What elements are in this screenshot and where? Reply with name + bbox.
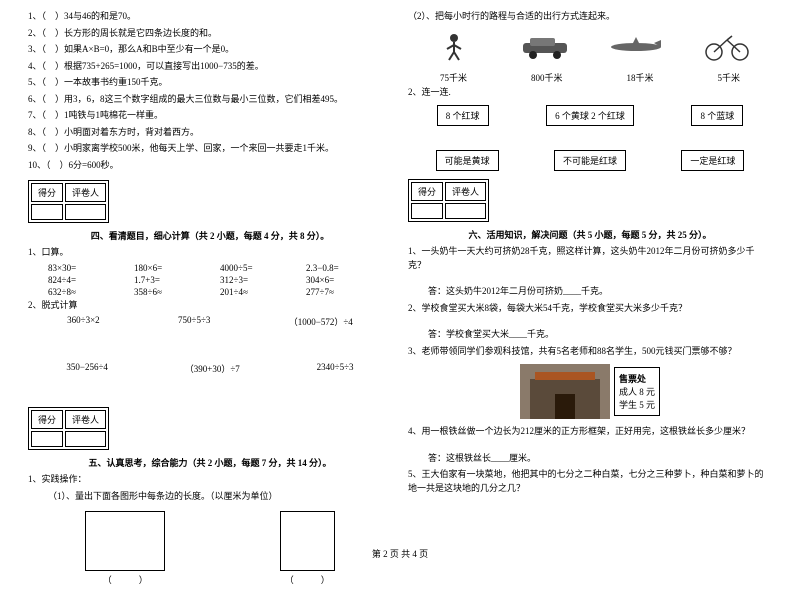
section-5-title: 五、认真思考，综合能力（共 2 小题，每题 7 分，共 14 分）。 xyxy=(28,456,392,469)
score-cell: 得分 xyxy=(31,410,63,429)
q2-label: 2、连一连. xyxy=(408,86,772,100)
p6-5: 5、王大伯家有一块菜地，他把其中的七分之二种白菜，七分之三种萝卜，种白菜和萝卜的… xyxy=(408,468,772,495)
grader-cell: 评卷人 xyxy=(65,183,106,202)
ticket-adult: 成人 8 元 xyxy=(619,385,655,398)
calc2-row-2: 350−256÷4（390+30）÷72340÷5÷3 xyxy=(28,362,392,375)
distance-row: 75千米800千米18千米5千米 xyxy=(408,71,772,84)
score-cell: 得分 xyxy=(411,182,443,201)
p6-3: 3、老师带领同学们参观科技馆，共有5名老师和88名学生，500元钱买门票够不够？ xyxy=(408,345,772,359)
q4-1: 1、口算。 xyxy=(28,246,392,260)
judge-6: 6、（ ）用3，6，8这三个数字组成的最大三位数与最小三位数，它们相差495。 xyxy=(28,93,392,107)
balls-bottom: 可能是黄球 不可能是红球 一定是红球 xyxy=(408,150,772,171)
section-4-title: 四、看清题目，细心计算（共 2 小题，每题 4 分，共 8 分）。 xyxy=(28,229,392,242)
car-icon xyxy=(515,30,575,65)
judge-5: 5、（ ）一本故事书约重150千克。 xyxy=(28,76,392,90)
museum-image xyxy=(520,364,610,419)
judge-1: 1、（ ）34与46的和是70。 xyxy=(28,10,392,24)
page-footer: 第 2 页 共 4 页 xyxy=(0,547,800,560)
transport-icons xyxy=(408,30,772,65)
score-table-4: 得分评卷人 xyxy=(28,180,109,223)
section-6-title: 六、活用知识，解决问题（共 5 小题，每题 5 分，共 25 分）。 xyxy=(408,228,772,241)
walk-icon xyxy=(424,30,484,65)
calc2-row-1: 360÷3×2750÷5÷3（1000−572）÷4 xyxy=(28,315,392,328)
q1-2-sub: （2）、把每小时行的路程与合适的出行方式连起来。 xyxy=(408,10,772,24)
judge-8: 8、（ ）小明面对着东方时，背对着西方。 xyxy=(28,126,392,140)
a6-2: 答：学校食堂买大米____千克。 xyxy=(428,328,772,342)
ticket-student: 学生 5 元 xyxy=(619,398,655,411)
p6-1: 1、一头奶牛一天大约可挤奶28千克，照这样计算，这头奶牛2012年二月份可挤奶多… xyxy=(408,245,772,272)
grader-cell: 评卷人 xyxy=(445,182,486,201)
calc-row-1: 83×30=180×6=4000÷5=2.3−0.8= xyxy=(48,263,392,273)
judge-9: 9、（ ）小明家离学校500米，他每天上学、回家，一个来回一共要走1千米。 xyxy=(28,142,392,156)
calc-row-3: 632÷8≈358÷6≈201÷4≈277÷7≈ xyxy=(48,287,392,297)
p6-4: 4、用一根铁丝做一个边长为212厘米的正方形框架，正好用完，这根铁丝长多少厘米？ xyxy=(408,425,772,439)
bike-icon xyxy=(697,30,757,65)
judge-2: 2、（ ）长方形的周长就是它四条边长度的和。 xyxy=(28,27,392,41)
balls-top: 8 个红球 6 个黄球 2 个红球 8 个蓝球 xyxy=(408,105,772,126)
judge-3: 3、（ ）如果A×B=0，那么A和B中至少有一个是0。 xyxy=(28,43,392,57)
grader-cell: 评卷人 xyxy=(65,410,106,429)
paren-2: （ ） xyxy=(280,573,335,586)
ticket-title: 售票处 xyxy=(619,372,655,385)
calc-row-2: 824÷4=1.7+3=312÷3=304×6= xyxy=(48,275,392,285)
ticket-box: 售票处 成人 8 元 学生 5 元 xyxy=(408,364,772,419)
score-table-6: 得分评卷人 xyxy=(408,179,489,222)
judge-7: 7、（ ）1吨铁与1吨棉花一样重。 xyxy=(28,109,392,123)
judge-4: 4、（ ）根据735+265=1000，可以直接写出1000−735的差。 xyxy=(28,60,392,74)
paren-1: （ ） xyxy=(85,573,165,586)
p6-2: 2、学校食堂买大米8袋，每袋大米54千克，学校食堂买大米多少千克？ xyxy=(408,302,772,316)
rectangle-shape-1 xyxy=(85,511,165,571)
plane-icon xyxy=(606,30,666,65)
rectangle-shape-2 xyxy=(280,511,335,571)
judge-10: 10、（ ）6分=600秒。 xyxy=(28,159,392,173)
q4-2: 2、脱式计算 xyxy=(28,299,392,313)
a6-1: 答：这头奶牛2012年二月份可挤奶____千克。 xyxy=(428,285,772,299)
q5-1: 1、实践操作： xyxy=(28,473,392,487)
score-table-5: 得分评卷人 xyxy=(28,407,109,450)
a6-4: 答：这根铁丝长____厘米。 xyxy=(428,452,772,466)
score-cell: 得分 xyxy=(31,183,63,202)
q5-1-sub: （1）、量出下面各图形中每条边的长度。（以厘米为单位） xyxy=(48,490,392,504)
